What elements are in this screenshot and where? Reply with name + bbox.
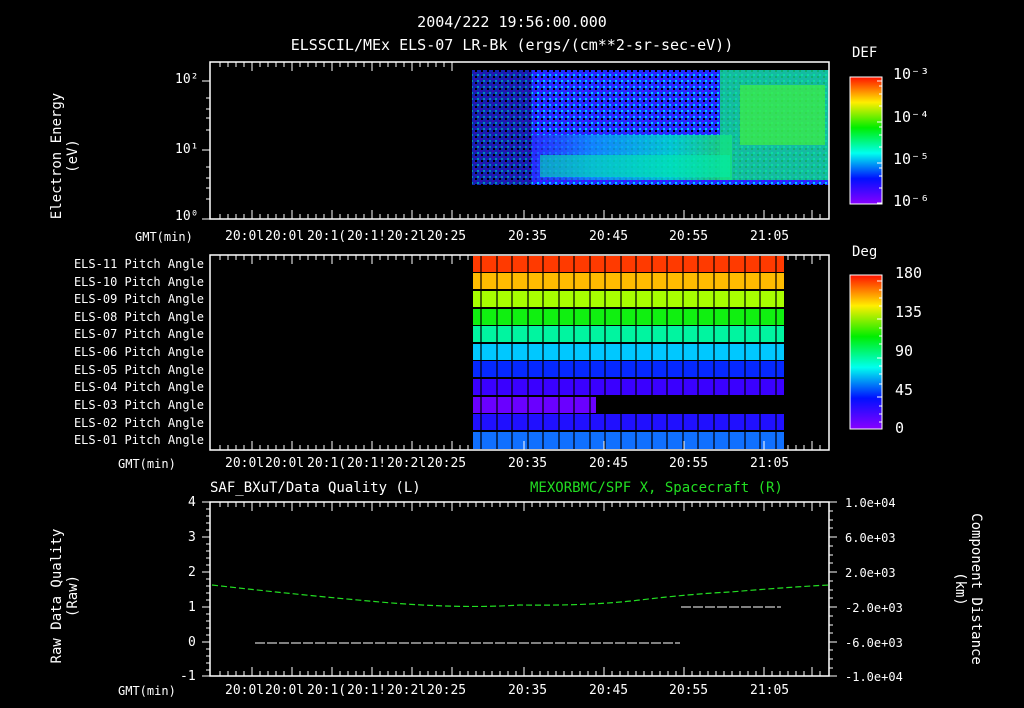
right-y-tick: 6.0e+03 [845,531,896,545]
panel3-time-tick: 20:1( [307,683,347,698]
energy-tick-10: 10¹ [175,142,199,157]
panel1-time-tick: 20:1! [347,229,387,244]
panel2-time-tick: 20:1( [307,456,347,471]
right-y-tick: 2.0e+03 [845,566,896,580]
left-y-tick: 1 [188,600,196,615]
panel1-time-tick: 20:55 [669,229,709,244]
right-y-tick: -1.0e+04 [845,670,903,684]
panel2-time-tick: 20:35 [508,456,548,471]
panel1-time-tick: 20:0l [225,229,265,244]
right-y-tick: -2.0e+03 [845,601,903,615]
panel3-time-axis-label: GMT(min) [118,684,176,698]
deg-tick: 135 [895,303,923,321]
panel1-time-tick: 20:25 [427,229,467,244]
pitch-row-label: ELS-05 Pitch Angle [73,363,204,377]
panel1-time-tick: 20:1( [307,229,347,244]
panel3-time-tick: 21:05 [750,683,790,698]
deg-tick: 90 [895,342,914,360]
line-plot-right-title: MEXORBMC/SPF X, Spacecraft (R) [530,480,783,496]
panel3-time-tick: 20:45 [589,683,629,698]
pitch-row-label: ELS-11 Pitch Angle [73,257,204,271]
panel1-time-tick: 20:35 [508,229,548,244]
panel1-time-tick: 21:05 [750,229,790,244]
def-colorbar-title: DEF [852,45,878,61]
panel2-time-tick: 20:0l [225,456,265,471]
pitch-row-label: ELS-10 Pitch Angle [73,275,204,289]
left-y-tick: 0 [188,635,196,650]
panel3-time-tick: 20:2l [387,683,427,698]
pitch-row-label: ELS-04 Pitch Angle [73,380,204,394]
right-y-tick: 1.0e+04 [845,496,896,510]
def-tick: 10⁻⁵ [893,150,930,168]
panel1-time-axis-label: GMT(min) [135,230,193,244]
panel3-time-tick: 20:0l [225,683,265,698]
left-y-tick: 4 [188,495,196,510]
panel2-time-tick: 20:1! [347,456,387,471]
spacecraft-x-series [211,584,830,608]
pitch-row-label: ELS-02 Pitch Angle [73,416,204,430]
panel3-time-tick: 20:0l [265,683,305,698]
left-y-tick: 3 [188,530,196,545]
panel1-time-tick: 20:0l [265,229,305,244]
deg-tick: 45 [895,381,914,399]
pitch-angle-grid [473,256,784,450]
pitch-row-label: ELS-07 Pitch Angle [73,327,204,341]
panel2-time-tick: 20:0l [265,456,305,471]
panel2-time-axis-label: GMT(min) [118,457,176,471]
pitch-row-label: ELS-01 Pitch Angle [73,433,204,447]
plot-subtitle: ELSSCIL/MEx ELS-07 LR-Bk (ergs/(cm**2-sr… [290,36,734,54]
panel3-time-tick: 20:55 [669,683,709,698]
component-distance-axis-label: Component Distance (km) [952,513,984,665]
left-y-tick: -1 [180,669,196,684]
pitch-angle-frame [209,254,830,451]
panel3-time-tick: 20:1! [347,683,387,698]
def-colorbar [849,76,883,205]
panel2-time-tick: 20:55 [669,456,709,471]
panel3-time-tick: 20:25 [427,683,467,698]
energy-tick-100: 10² [175,72,199,87]
def-tick: 10⁻⁴ [893,108,930,126]
energy-tick-1: 10⁰ [175,209,199,224]
data-quality-axis-label: Raw Data Quality (Raw) [49,528,81,664]
line-plot-left-title: SAF_BXuT/Data Quality (L) [210,480,421,496]
panel2-time-tick: 20:45 [589,456,629,471]
spectrogram-data [472,70,829,185]
right-y-tick: -6.0e+03 [845,636,903,650]
panel2-time-tick: 20:2l [387,456,427,471]
pitch-row-label: ELS-09 Pitch Angle [73,292,204,306]
deg-colorbar-title: Deg [852,244,878,260]
panel2-time-tick: 20:25 [427,456,467,471]
deg-tick: 0 [895,419,905,437]
deg-tick: 180 [895,264,923,282]
line-plot-frame [209,501,830,677]
panel1-time-tick: 20:2l [387,229,427,244]
panel1-time-tick: 20:45 [589,229,629,244]
plot-timestamp: 2004/222 19:56:00.000 [417,13,607,31]
pitch-row-label: ELS-06 Pitch Angle [73,345,204,359]
pitch-row-label: ELS-08 Pitch Angle [73,310,204,324]
panel2-time-tick: 21:05 [750,456,790,471]
pitch-row-label: ELS-03 Pitch Angle [73,398,204,412]
def-tick: 10⁻³ [893,65,930,83]
deg-colorbar [849,274,883,430]
left-y-tick: 2 [188,565,196,580]
panel3-time-tick: 20:35 [508,683,548,698]
def-tick: 10⁻⁶ [893,192,930,210]
line-plot-series [211,584,830,644]
